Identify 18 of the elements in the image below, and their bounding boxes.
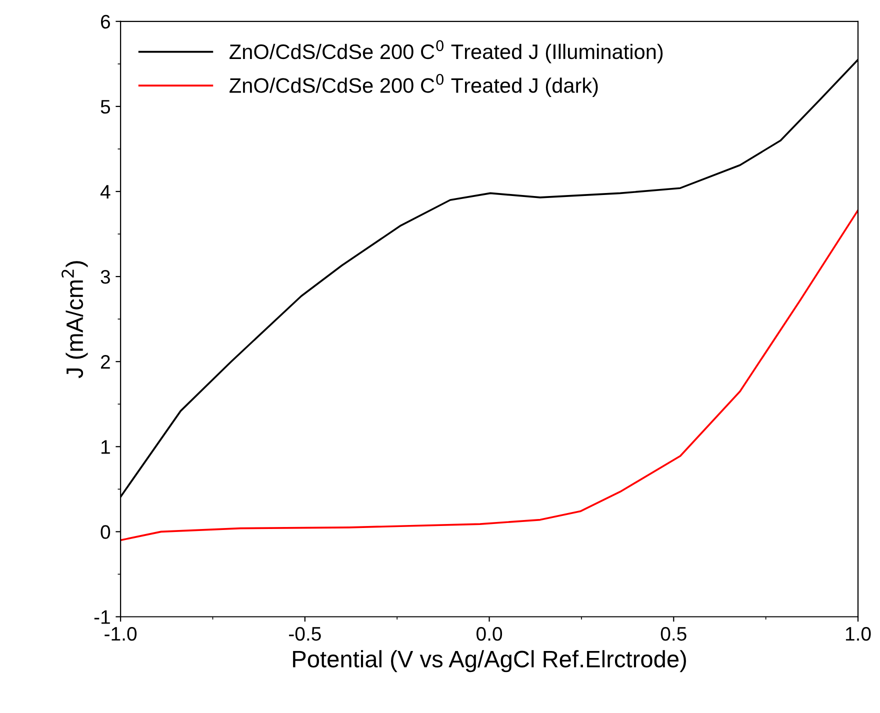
- x-tick-label: -0.5: [289, 626, 321, 641]
- legend-label: ZnO/CdS/CdSe 200 C$^{0}$ Treated J (dark): [230, 74, 598, 97]
- y-tick-label: 5: [100, 100, 110, 114]
- x-axis-title: Potential (V vs Ag/AgCl Ref.Elrctrode): [293, 650, 686, 672]
- y-tick-label: 4: [100, 185, 110, 199]
- legend-label: ZnO/CdS/CdSe 200 C$^{0}$ Treated J (Illumination): [230, 40, 663, 64]
- x-tick-label: -1.0: [104, 626, 137, 641]
- y-tick-label: 3: [100, 270, 110, 284]
- y-tick-label: 1: [102, 440, 110, 454]
- y-tick-label: 6: [101, 14, 110, 29]
- x-tick-label: 0.0: [476, 626, 502, 641]
- x-tick-label: 1.0: [846, 626, 871, 641]
- line-series: [120, 209, 858, 542]
- y-tick-label: 2: [101, 355, 110, 369]
- y-axis-title: J (mA/cm$^{2}$): [62, 261, 88, 378]
- y-tick-label: -1: [94, 610, 110, 624]
- x-tick-label: 0.5: [660, 626, 686, 641]
- y-tick-label: 0: [100, 525, 110, 539]
